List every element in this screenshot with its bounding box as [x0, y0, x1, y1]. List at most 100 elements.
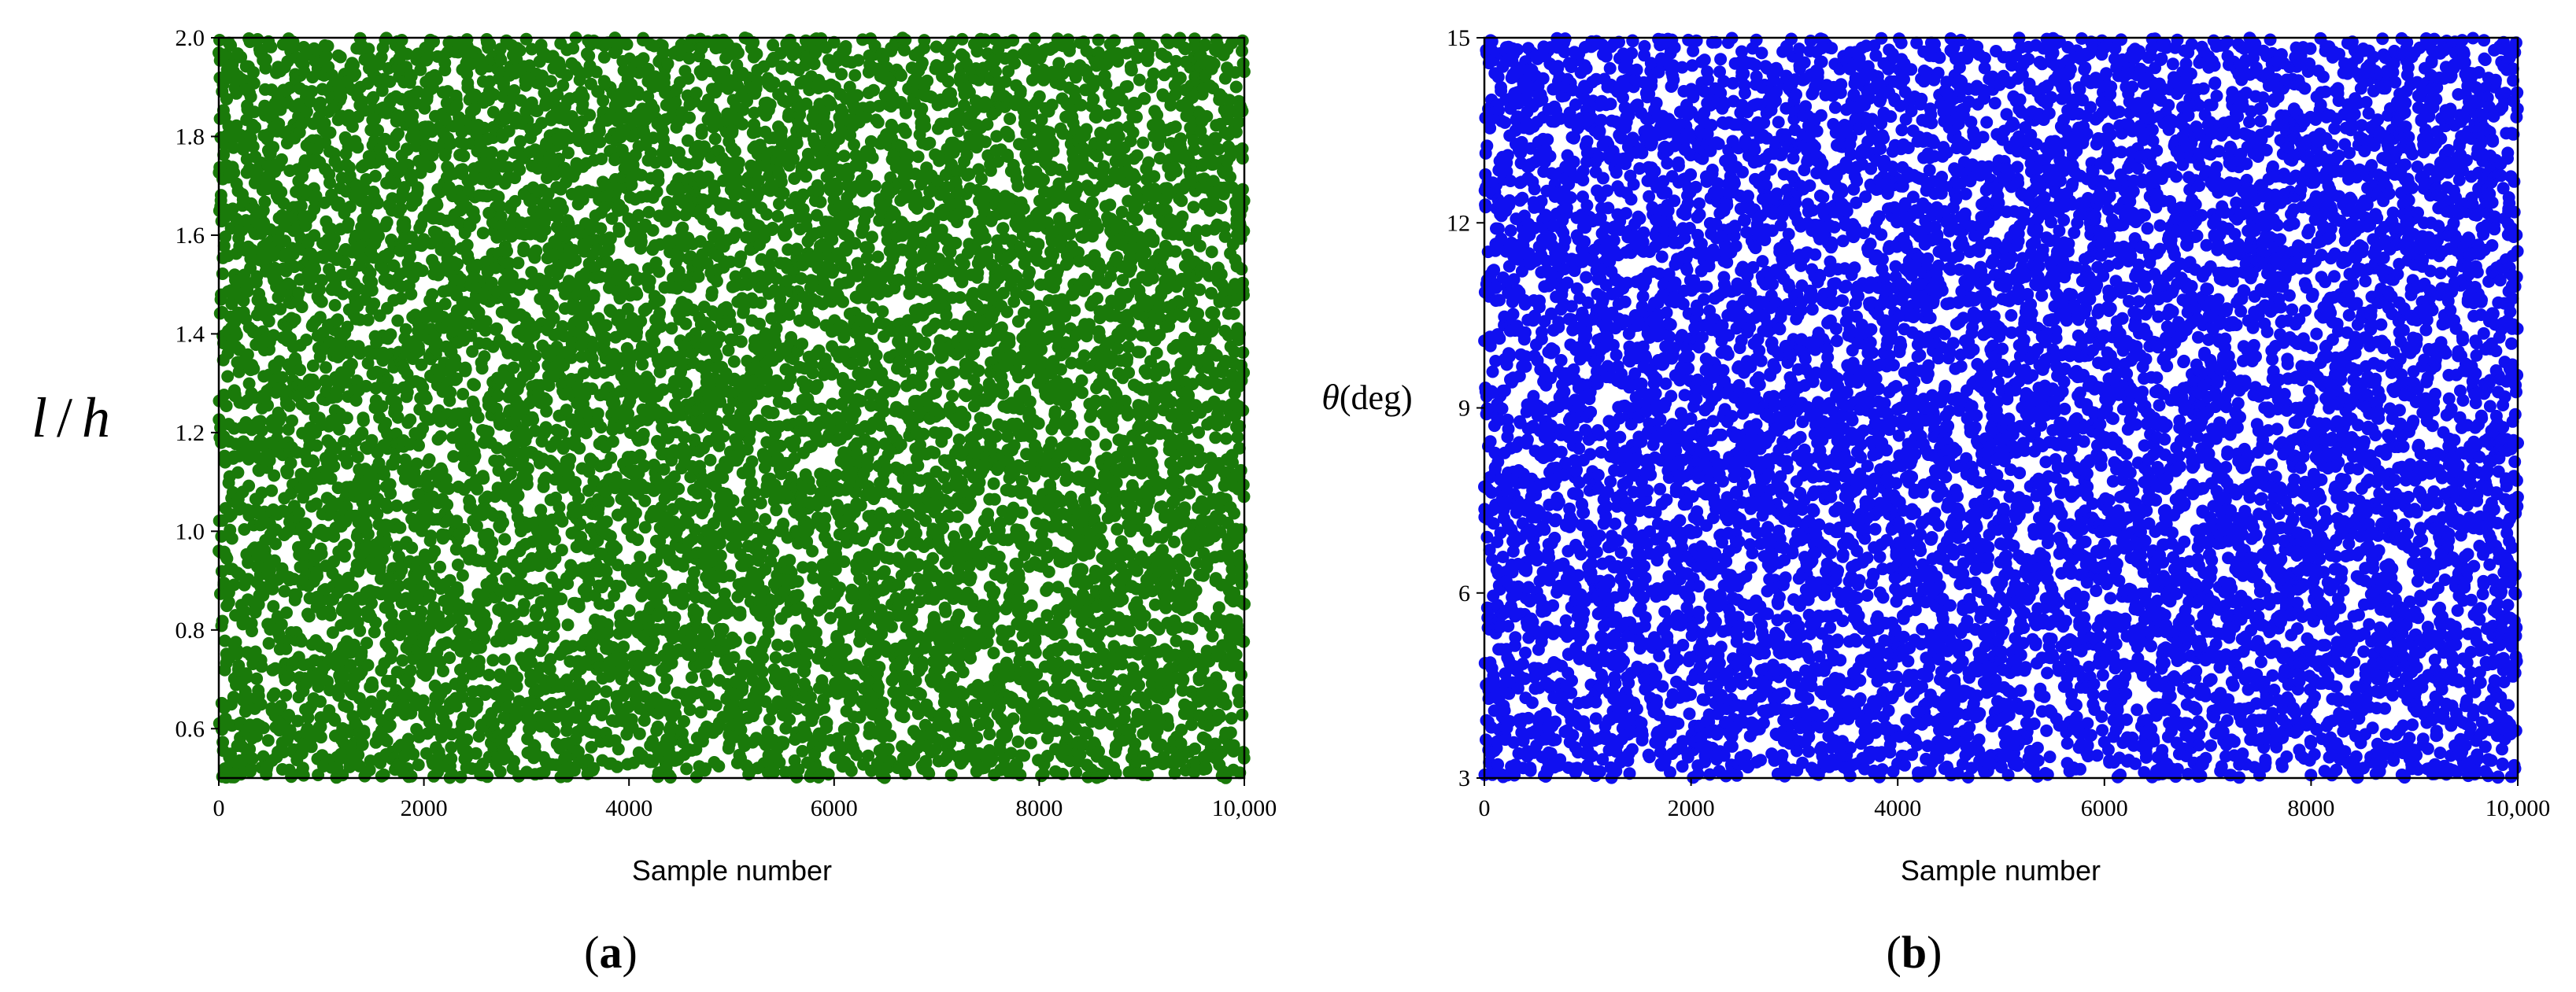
scatter-point: [275, 186, 287, 198]
scatter-point: [366, 680, 379, 693]
scatter-point: [315, 731, 327, 743]
scatter-point: [362, 314, 375, 326]
scatter-point: [256, 660, 268, 673]
scatter-point: [279, 643, 292, 655]
scatter-point: [322, 40, 334, 53]
scatter-point: [257, 721, 270, 734]
scatter-point: [262, 734, 275, 747]
scatter-point: [316, 296, 328, 308]
scatter-point: [368, 481, 381, 494]
scatter-point: [294, 363, 306, 376]
scatter-point: [299, 518, 312, 530]
scatter-point: [263, 637, 275, 650]
scatter-point: [320, 361, 332, 374]
scatter-point: [231, 466, 244, 479]
scatter-point: [351, 141, 364, 153]
scatter-point: [357, 415, 370, 427]
scatter-point: [341, 455, 353, 467]
scatter-point: [362, 528, 375, 540]
scatter-point: [265, 485, 278, 497]
scatter-point: [246, 625, 258, 637]
scatter-point: [384, 487, 397, 500]
scatter-point: [337, 288, 349, 301]
scatter-point: [221, 371, 234, 383]
scatter-point: [316, 548, 328, 560]
scatter-point: [275, 153, 288, 166]
scatter-point: [384, 328, 397, 341]
scatter-point: [353, 625, 366, 637]
scatter-point: [358, 708, 371, 721]
scatter-point: [365, 597, 378, 610]
scatter-point: [268, 688, 281, 700]
scatter-point: [346, 358, 358, 371]
scatter-point: [324, 609, 337, 621]
scatter-point: [247, 66, 260, 79]
scatter-point: [268, 470, 280, 482]
scatter-point: [280, 607, 293, 619]
scatter-point: [369, 170, 382, 183]
scatter-point: [259, 196, 272, 208]
scatter-point: [360, 636, 373, 649]
scatter-point: [327, 460, 340, 473]
scatter-point: [362, 659, 375, 672]
scatter-point: [369, 617, 382, 629]
scatter-point: [311, 570, 323, 582]
scatter-point: [295, 635, 308, 647]
scatter-point: [357, 738, 369, 750]
scatter-point: [227, 167, 240, 179]
scatter-point: [329, 299, 342, 312]
scatter-point: [260, 53, 272, 66]
scatter-point: [255, 698, 268, 710]
scatter-point: [279, 689, 292, 702]
scatter-point: [371, 197, 384, 209]
scatter-point: [358, 728, 371, 740]
scatter-point: [366, 284, 379, 297]
scatter-point: [340, 539, 353, 551]
scatter-point: [220, 400, 233, 412]
scatter-point: [231, 329, 243, 341]
scatter-point: [263, 315, 275, 327]
scatter-point: [250, 673, 263, 685]
scatter-point: [264, 41, 277, 53]
scatter-point: [226, 533, 238, 545]
scatter-point: [289, 313, 301, 326]
scatter-point: [346, 580, 359, 592]
scatter-point: [286, 415, 298, 427]
scatter-point: [334, 51, 347, 64]
scatter-point: [267, 141, 279, 153]
scatter-point: [215, 189, 227, 201]
scatter-point: [298, 769, 310, 782]
scatter-point: [245, 90, 257, 103]
scatter-point: [352, 451, 364, 463]
scatter-point: [283, 400, 296, 412]
scatter-point: [342, 217, 355, 230]
scatter-point: [246, 752, 259, 765]
scatter-point: [379, 417, 392, 430]
scatter-point: [296, 301, 309, 313]
scatter-point: [310, 440, 323, 452]
scatter-point: [275, 411, 287, 423]
scatter-point: [305, 85, 318, 98]
scatter-point: [390, 500, 403, 512]
scatter-point: [285, 457, 298, 470]
scatter-point: [247, 363, 260, 375]
scatter-point: [384, 719, 397, 732]
scatter-point: [300, 334, 312, 346]
scatter-point: [378, 769, 390, 781]
scatter-point: [349, 68, 361, 80]
scatter-point: [293, 507, 305, 519]
scatter-point: [341, 411, 353, 424]
scatter-point: [275, 618, 288, 631]
scatter-point: [242, 480, 255, 492]
scatter-point: [368, 297, 380, 310]
scatter-point: [381, 735, 394, 747]
panel-a: 0 2000 4000 6000 8000 10,000 0.60.81.01.21.41…: [31, 25, 1277, 978]
scatter-point: [307, 455, 320, 468]
scatter-point: [261, 399, 274, 411]
scatter-point: [381, 216, 394, 229]
scatter-point: [338, 550, 351, 562]
scatter-point: [324, 127, 337, 139]
scatter-points-a: [213, 31, 1251, 784]
scatter-point: [293, 287, 305, 300]
